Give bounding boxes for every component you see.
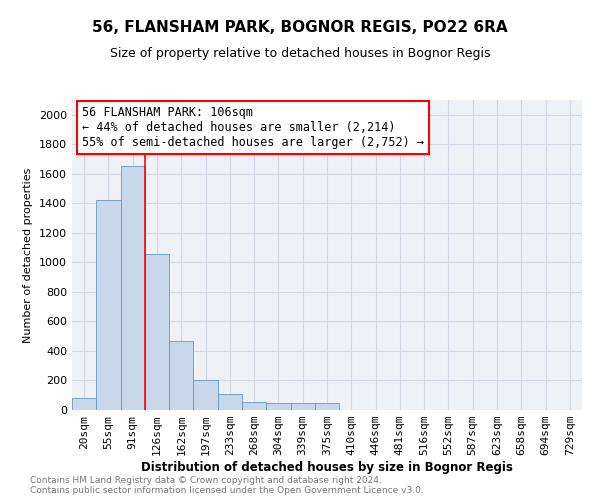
Bar — [96, 200, 121, 410]
Bar — [169, 340, 193, 410]
Bar — [315, 402, 339, 410]
Bar — [266, 402, 290, 410]
Bar — [242, 402, 266, 410]
Text: Contains HM Land Registry data © Crown copyright and database right 2024.
Contai: Contains HM Land Registry data © Crown c… — [30, 476, 424, 495]
Bar — [121, 166, 145, 410]
X-axis label: Distribution of detached houses by size in Bognor Regis: Distribution of detached houses by size … — [141, 461, 513, 474]
Bar — [290, 402, 315, 410]
Bar — [193, 380, 218, 410]
Text: Size of property relative to detached houses in Bognor Regis: Size of property relative to detached ho… — [110, 48, 490, 60]
Text: 56 FLANSHAM PARK: 106sqm
← 44% of detached houses are smaller (2,214)
55% of sem: 56 FLANSHAM PARK: 106sqm ← 44% of detach… — [82, 106, 424, 149]
Bar — [72, 398, 96, 410]
Y-axis label: Number of detached properties: Number of detached properties — [23, 168, 34, 342]
Bar — [218, 394, 242, 410]
Text: 56, FLANSHAM PARK, BOGNOR REGIS, PO22 6RA: 56, FLANSHAM PARK, BOGNOR REGIS, PO22 6R… — [92, 20, 508, 35]
Bar — [145, 254, 169, 410]
